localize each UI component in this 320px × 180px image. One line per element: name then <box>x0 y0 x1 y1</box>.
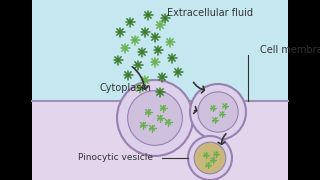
Circle shape <box>198 92 238 132</box>
Circle shape <box>188 136 232 180</box>
Circle shape <box>190 84 246 140</box>
Circle shape <box>117 80 193 156</box>
Circle shape <box>128 91 182 145</box>
Text: Cell membrane: Cell membrane <box>260 45 320 55</box>
Text: Pinocytic vesicle: Pinocytic vesicle <box>78 154 153 163</box>
Ellipse shape <box>147 94 163 104</box>
Bar <box>0 0 32 180</box>
Text: Extracellular fluid: Extracellular fluid <box>167 8 253 18</box>
Text: Cytoplasm: Cytoplasm <box>100 83 152 93</box>
Ellipse shape <box>212 95 224 103</box>
Bar <box>32 0 288 101</box>
Bar <box>288 0 320 180</box>
Bar <box>32 101 288 180</box>
Circle shape <box>194 142 226 174</box>
